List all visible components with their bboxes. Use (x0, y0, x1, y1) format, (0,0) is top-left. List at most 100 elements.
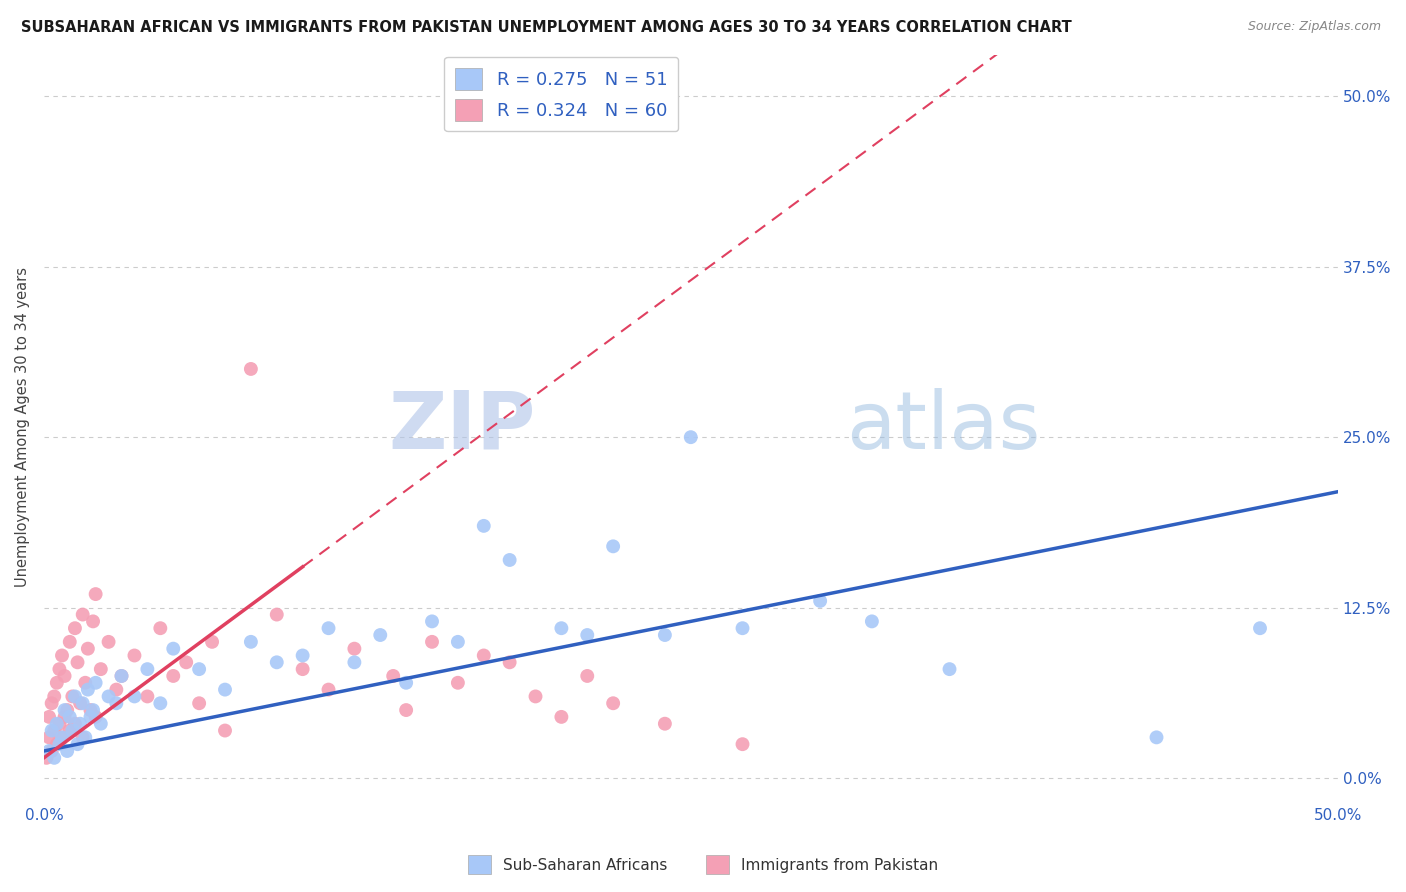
Point (550, 621, 572, 635)
Point (79, 703, 101, 717)
Point (214, 723, 236, 738)
Point (51, 731, 73, 745)
Point (110, 669, 132, 683)
Point (162, 641, 184, 656)
Point (472, 648, 495, 663)
Point (266, 656, 288, 670)
Point (731, 737, 754, 751)
Point (38, 731, 60, 745)
Point (60, 723, 83, 738)
Point (59, 635, 82, 649)
Point (44, 690, 66, 704)
Point (174, 656, 197, 670)
Point (318, 682, 340, 697)
Point (602, 539, 624, 553)
Point (291, 648, 314, 663)
Point (72, 696, 94, 710)
Point (69, 696, 91, 710)
Point (420, 635, 443, 649)
Point (498, 656, 520, 670)
Point (124, 690, 146, 704)
Point (48, 662, 70, 676)
Point (447, 675, 470, 690)
Text: SUBSAHARAN AFRICAN VS IMMIGRANTS FROM PAKISTAN UNEMPLOYMENT AMONG AGES 30 TO 34 : SUBSAHARAN AFRICAN VS IMMIGRANTS FROM PA… (21, 20, 1071, 35)
Text: atlas: atlas (846, 388, 1040, 466)
Point (368, 628, 391, 642)
Point (214, 682, 236, 697)
Point (524, 690, 547, 704)
Point (38, 710, 60, 724)
Point (149, 696, 172, 710)
Point (654, 628, 676, 642)
Point (97, 635, 120, 649)
Point (44, 723, 66, 738)
Point (576, 669, 599, 683)
Point (654, 716, 676, 731)
Legend: Sub-Saharan Africans, Immigrants from Pakistan: Sub-Saharan Africans, Immigrants from Pa… (463, 849, 943, 880)
Point (53, 703, 76, 717)
Point (51, 731, 73, 745)
Point (69, 716, 91, 731)
Point (63, 621, 86, 635)
Point (41, 744, 63, 758)
Point (44, 751, 66, 765)
Point (90, 716, 112, 731)
Text: ZIP: ZIP (388, 388, 536, 466)
Point (498, 553, 520, 567)
Point (149, 621, 172, 635)
Point (188, 696, 211, 710)
Point (77, 682, 100, 697)
Point (447, 635, 470, 649)
Point (1249, 621, 1271, 635)
Point (48, 737, 70, 751)
Point (1146, 731, 1168, 745)
Point (97, 690, 120, 704)
Point (66, 656, 89, 670)
Point (45, 737, 67, 751)
Point (395, 675, 418, 690)
Point (679, 430, 702, 444)
Point (59, 723, 82, 738)
Point (84, 710, 107, 724)
Point (318, 621, 340, 635)
Point (84, 675, 107, 690)
Point (53, 710, 76, 724)
Point (105, 696, 128, 710)
Point (45, 716, 67, 731)
Point (136, 690, 159, 704)
Legend: R = 0.275   N = 51, R = 0.324   N = 60: R = 0.275 N = 51, R = 0.324 N = 60 (444, 57, 678, 131)
Point (60, 690, 83, 704)
Point (420, 615, 443, 629)
Point (136, 662, 159, 676)
Point (48, 716, 70, 731)
Point (105, 682, 128, 697)
Point (382, 669, 405, 683)
Point (82, 615, 104, 629)
Point (51, 648, 73, 663)
Point (41, 696, 63, 710)
Point (124, 648, 146, 663)
Point (550, 710, 572, 724)
Point (72, 731, 94, 745)
Point (45, 675, 67, 690)
Point (343, 641, 366, 656)
Point (188, 662, 211, 676)
Point (162, 669, 184, 683)
Point (576, 628, 599, 642)
Point (56, 744, 79, 758)
Point (201, 635, 224, 649)
Point (731, 621, 754, 635)
Point (35, 751, 58, 765)
Point (239, 362, 262, 376)
Point (472, 519, 495, 533)
Point (66, 737, 89, 751)
Point (38, 744, 60, 758)
Point (53, 669, 76, 683)
Point (110, 669, 132, 683)
Point (59, 710, 82, 724)
Point (860, 615, 883, 629)
Point (41, 723, 63, 738)
Point (84, 587, 107, 601)
Point (266, 607, 288, 622)
Point (63, 716, 86, 731)
